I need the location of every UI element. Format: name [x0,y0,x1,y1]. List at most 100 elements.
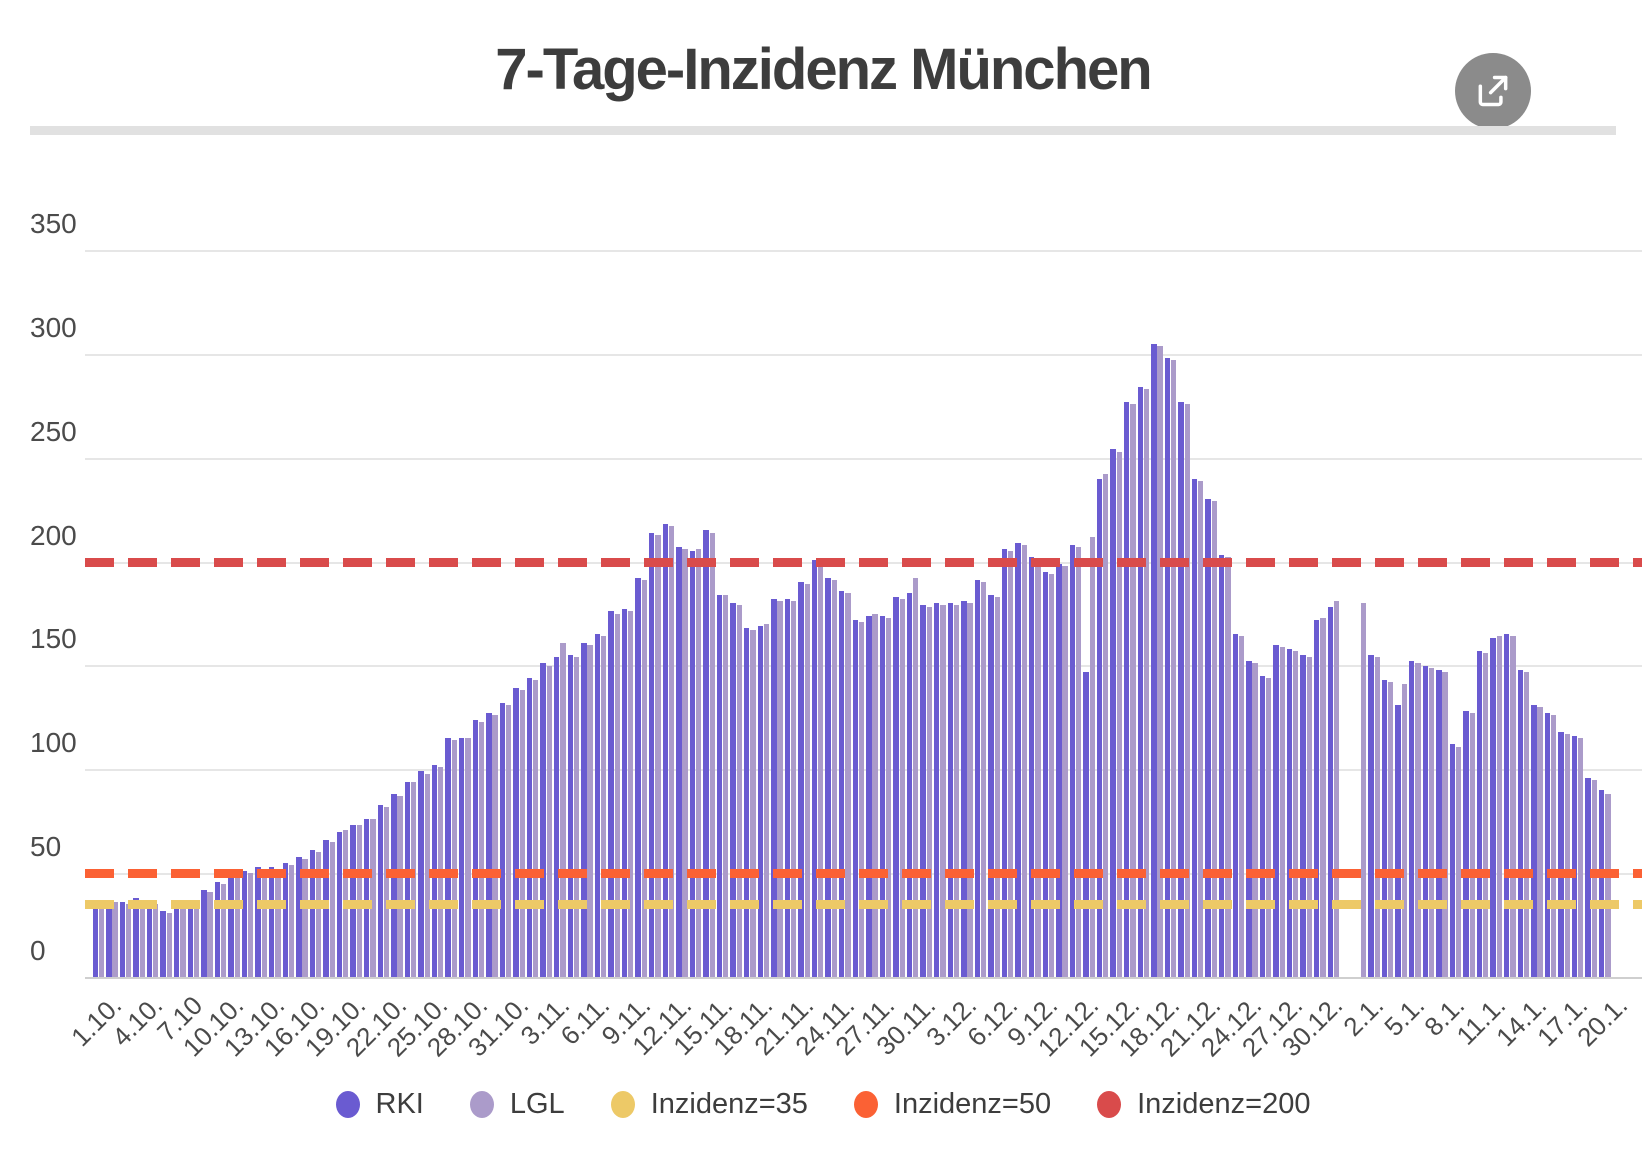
bar-rki-day-98[interactable] [1409,661,1415,977]
bar-lgl-day-105[interactable] [1510,636,1516,977]
bar-lgl-day-78[interactable] [1143,389,1150,977]
bar-rki-day-99[interactable] [1422,665,1428,978]
bar-rki-day-82[interactable] [1191,478,1198,977]
bar-lgl-day-99[interactable] [1428,667,1435,977]
bar-rki-day-81[interactable] [1178,401,1184,977]
bar-lgl-day-71[interactable] [1048,574,1055,977]
bar-lgl-day-3[interactable] [125,904,132,977]
bar-rki-day-90[interactable] [1300,655,1306,977]
bar-rki-day-5[interactable] [146,904,153,977]
bar-lgl-day-24[interactable] [410,781,417,977]
bar-rki-day-107[interactable] [1531,704,1537,977]
bar-lgl-day-9[interactable] [207,891,213,977]
bar-rki-day-51[interactable] [771,599,777,977]
bar-lgl-day-83[interactable] [1211,501,1218,977]
bar-lgl-day-11[interactable] [234,877,240,977]
bar-lgl-day-95[interactable] [1374,657,1380,977]
bar-rki-day-39[interactable] [608,611,614,977]
bar-lgl-day-13[interactable] [261,869,268,977]
bar-lgl-day-68[interactable] [1008,551,1014,977]
bar-rki-day-60[interactable] [893,596,899,977]
bar-lgl-day-5[interactable] [153,904,159,977]
bar-rki-day-22[interactable] [377,804,383,977]
bar-rki-day-69[interactable] [1015,542,1021,977]
bar-lgl-day-51[interactable] [777,601,783,977]
bar-rki-day-87[interactable] [1259,675,1266,977]
bar-lgl-day-45[interactable] [695,549,702,977]
bar-rki-day-85[interactable] [1232,634,1238,977]
bar-lgl-day-90[interactable] [1306,657,1313,977]
bar-rki-day-80[interactable] [1164,358,1171,977]
share-button[interactable] [1455,53,1531,129]
bar-rki-day-8[interactable] [187,906,193,977]
bar-rki-day-106[interactable] [1517,669,1523,977]
bar-rki-day-76[interactable] [1110,449,1116,977]
bar-rki-day-54[interactable] [811,559,818,977]
bar-rki-day-73[interactable] [1069,545,1076,977]
bar-lgl-day-17[interactable] [315,852,322,977]
bar-lgl-day-29[interactable] [478,721,485,977]
bar-rki-day-30[interactable] [486,713,492,977]
bar-lgl-day-79[interactable] [1157,345,1163,977]
bar-rki-day-83[interactable] [1205,499,1211,977]
bar-lgl-day-80[interactable] [1170,360,1177,977]
bar-rki-day-12[interactable] [241,871,248,977]
bar-rki-day-89[interactable] [1286,648,1293,977]
bar-lgl-day-59[interactable] [885,617,892,977]
bar-rki-day-79[interactable] [1151,343,1157,977]
bar-lgl-day-41[interactable] [641,580,648,977]
bar-rki-day-43[interactable] [662,524,668,977]
bar-lgl-day-57[interactable] [858,621,865,977]
bar-rki-day-108[interactable] [1544,713,1551,977]
bar-lgl-day-33[interactable] [533,680,539,977]
bar-rki-day-104[interactable] [1490,638,1496,977]
bar-rki-day-13[interactable] [255,866,261,977]
bar-rki-day-52[interactable] [784,599,791,977]
bar-lgl-day-15[interactable] [288,864,295,977]
bar-lgl-day-61[interactable] [913,578,919,977]
bar-lgl-day-16[interactable] [302,858,308,977]
bar-lgl-day-54[interactable] [818,561,824,977]
bar-lgl-day-14[interactable] [275,869,281,977]
legend-item-rki[interactable]: RKI [335,1088,424,1121]
bar-rki-day-75[interactable] [1096,478,1103,977]
bar-rki-day-35[interactable] [554,657,560,977]
bar-rki-day-105[interactable] [1504,634,1510,977]
bar-lgl-day-37[interactable] [587,644,593,977]
bar-rki-day-110[interactable] [1571,736,1578,977]
bar-lgl-day-6[interactable] [166,912,173,977]
bar-lgl-day-110[interactable] [1578,738,1584,977]
bar-rki-day-95[interactable] [1368,655,1374,977]
bar-lgl-day-88[interactable] [1279,646,1285,977]
bar-rki-day-59[interactable] [879,615,886,977]
bar-lgl-day-49[interactable] [750,630,756,977]
bar-rki-day-61[interactable] [906,592,913,977]
bar-lgl-day-82[interactable] [1198,480,1204,977]
bar-rki-day-9[interactable] [201,889,207,977]
bar-rki-day-37[interactable] [581,642,587,977]
bar-rki-day-23[interactable] [391,794,397,977]
bar-lgl-day-65[interactable] [967,603,973,977]
bar-lgl-day-67[interactable] [994,596,1000,977]
bar-lgl-day-12[interactable] [248,873,254,977]
bar-rki-day-38[interactable] [594,634,601,977]
bar-rki-day-46[interactable] [703,530,709,977]
bar-lgl-day-69[interactable] [1021,545,1028,977]
bar-rki-day-56[interactable] [839,590,845,977]
bar-lgl-day-60[interactable] [899,599,905,977]
bar-lgl-day-38[interactable] [600,636,607,977]
legend-item-inzidenz-200[interactable]: Inzidenz=200 [1097,1088,1310,1121]
bar-rki-day-57[interactable] [852,619,858,977]
bar-rki-day-14[interactable] [269,866,275,977]
bar-rki-day-66[interactable] [974,580,981,977]
bar-lgl-day-112[interactable] [1605,794,1611,977]
bar-lgl-day-72[interactable] [1062,565,1068,977]
bar-lgl-day-81[interactable] [1184,403,1190,977]
bar-rki-day-102[interactable] [1463,711,1469,977]
bar-lgl-day-98[interactable] [1415,663,1421,977]
bar-lgl-day-64[interactable] [953,605,960,977]
bar-lgl-day-39[interactable] [614,613,620,977]
bar-rki-day-27[interactable] [445,738,451,977]
bar-rki-day-33[interactable] [526,677,533,977]
bar-rki-day-65[interactable] [961,601,967,977]
